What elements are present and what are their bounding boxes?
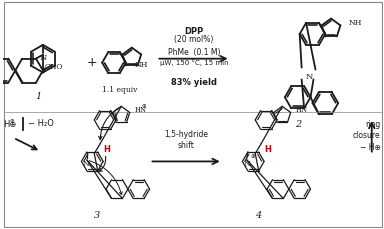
Text: ring
closure: ring closure bbox=[353, 120, 381, 139]
Text: N: N bbox=[243, 160, 250, 168]
Text: 1.1 equiv: 1.1 equiv bbox=[102, 86, 137, 94]
Text: − H⊕: − H⊕ bbox=[360, 143, 381, 152]
Text: DPP: DPP bbox=[184, 27, 204, 35]
Text: (20 mol%): (20 mol%) bbox=[174, 35, 214, 44]
Text: CHO: CHO bbox=[45, 63, 63, 71]
Text: H: H bbox=[104, 145, 111, 154]
Text: H: H bbox=[265, 145, 271, 154]
Text: μW, 150 °C, 15 min: μW, 150 °C, 15 min bbox=[160, 59, 228, 66]
Text: NH: NH bbox=[134, 61, 148, 69]
Text: 1,5-hydride
shift: 1,5-hydride shift bbox=[164, 130, 208, 150]
Text: HN: HN bbox=[296, 106, 308, 114]
Text: ⊕: ⊕ bbox=[251, 154, 255, 159]
Text: 2: 2 bbox=[295, 120, 301, 129]
Text: − H₂O: − H₂O bbox=[28, 119, 54, 128]
Text: N:: N: bbox=[82, 160, 91, 168]
Text: ⊕: ⊕ bbox=[9, 119, 14, 124]
Text: PhMe  (0.1 M): PhMe (0.1 M) bbox=[168, 48, 220, 57]
Text: N: N bbox=[39, 54, 46, 62]
Text: NH: NH bbox=[348, 19, 362, 27]
Text: H⊕: H⊕ bbox=[3, 120, 16, 129]
Text: HN: HN bbox=[135, 106, 147, 114]
Text: 3: 3 bbox=[94, 211, 100, 220]
Text: ⊕: ⊕ bbox=[142, 104, 146, 109]
Text: 4: 4 bbox=[255, 211, 262, 220]
Text: N: N bbox=[306, 74, 313, 82]
Text: 1: 1 bbox=[35, 92, 41, 101]
Text: +: + bbox=[87, 56, 98, 69]
Text: 83% yield: 83% yield bbox=[171, 78, 217, 87]
